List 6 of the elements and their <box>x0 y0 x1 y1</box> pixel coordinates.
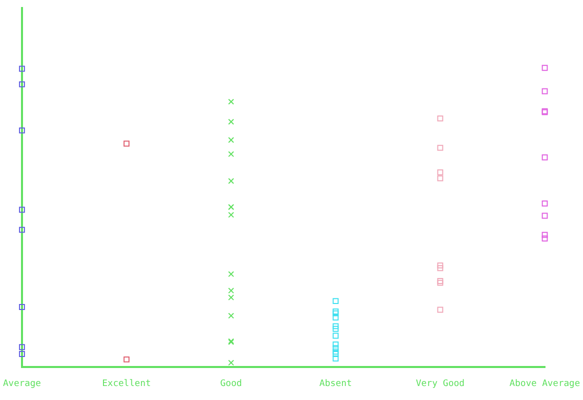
x-tick-label: Excellent <box>102 378 151 389</box>
x-tick-label: Very Good <box>416 378 465 389</box>
x-tick-label: Absent <box>319 378 352 389</box>
x-tick-label: Average <box>2 378 41 389</box>
x-tick-label: Above Average <box>510 378 580 389</box>
x-tick-label: Good <box>220 378 242 389</box>
